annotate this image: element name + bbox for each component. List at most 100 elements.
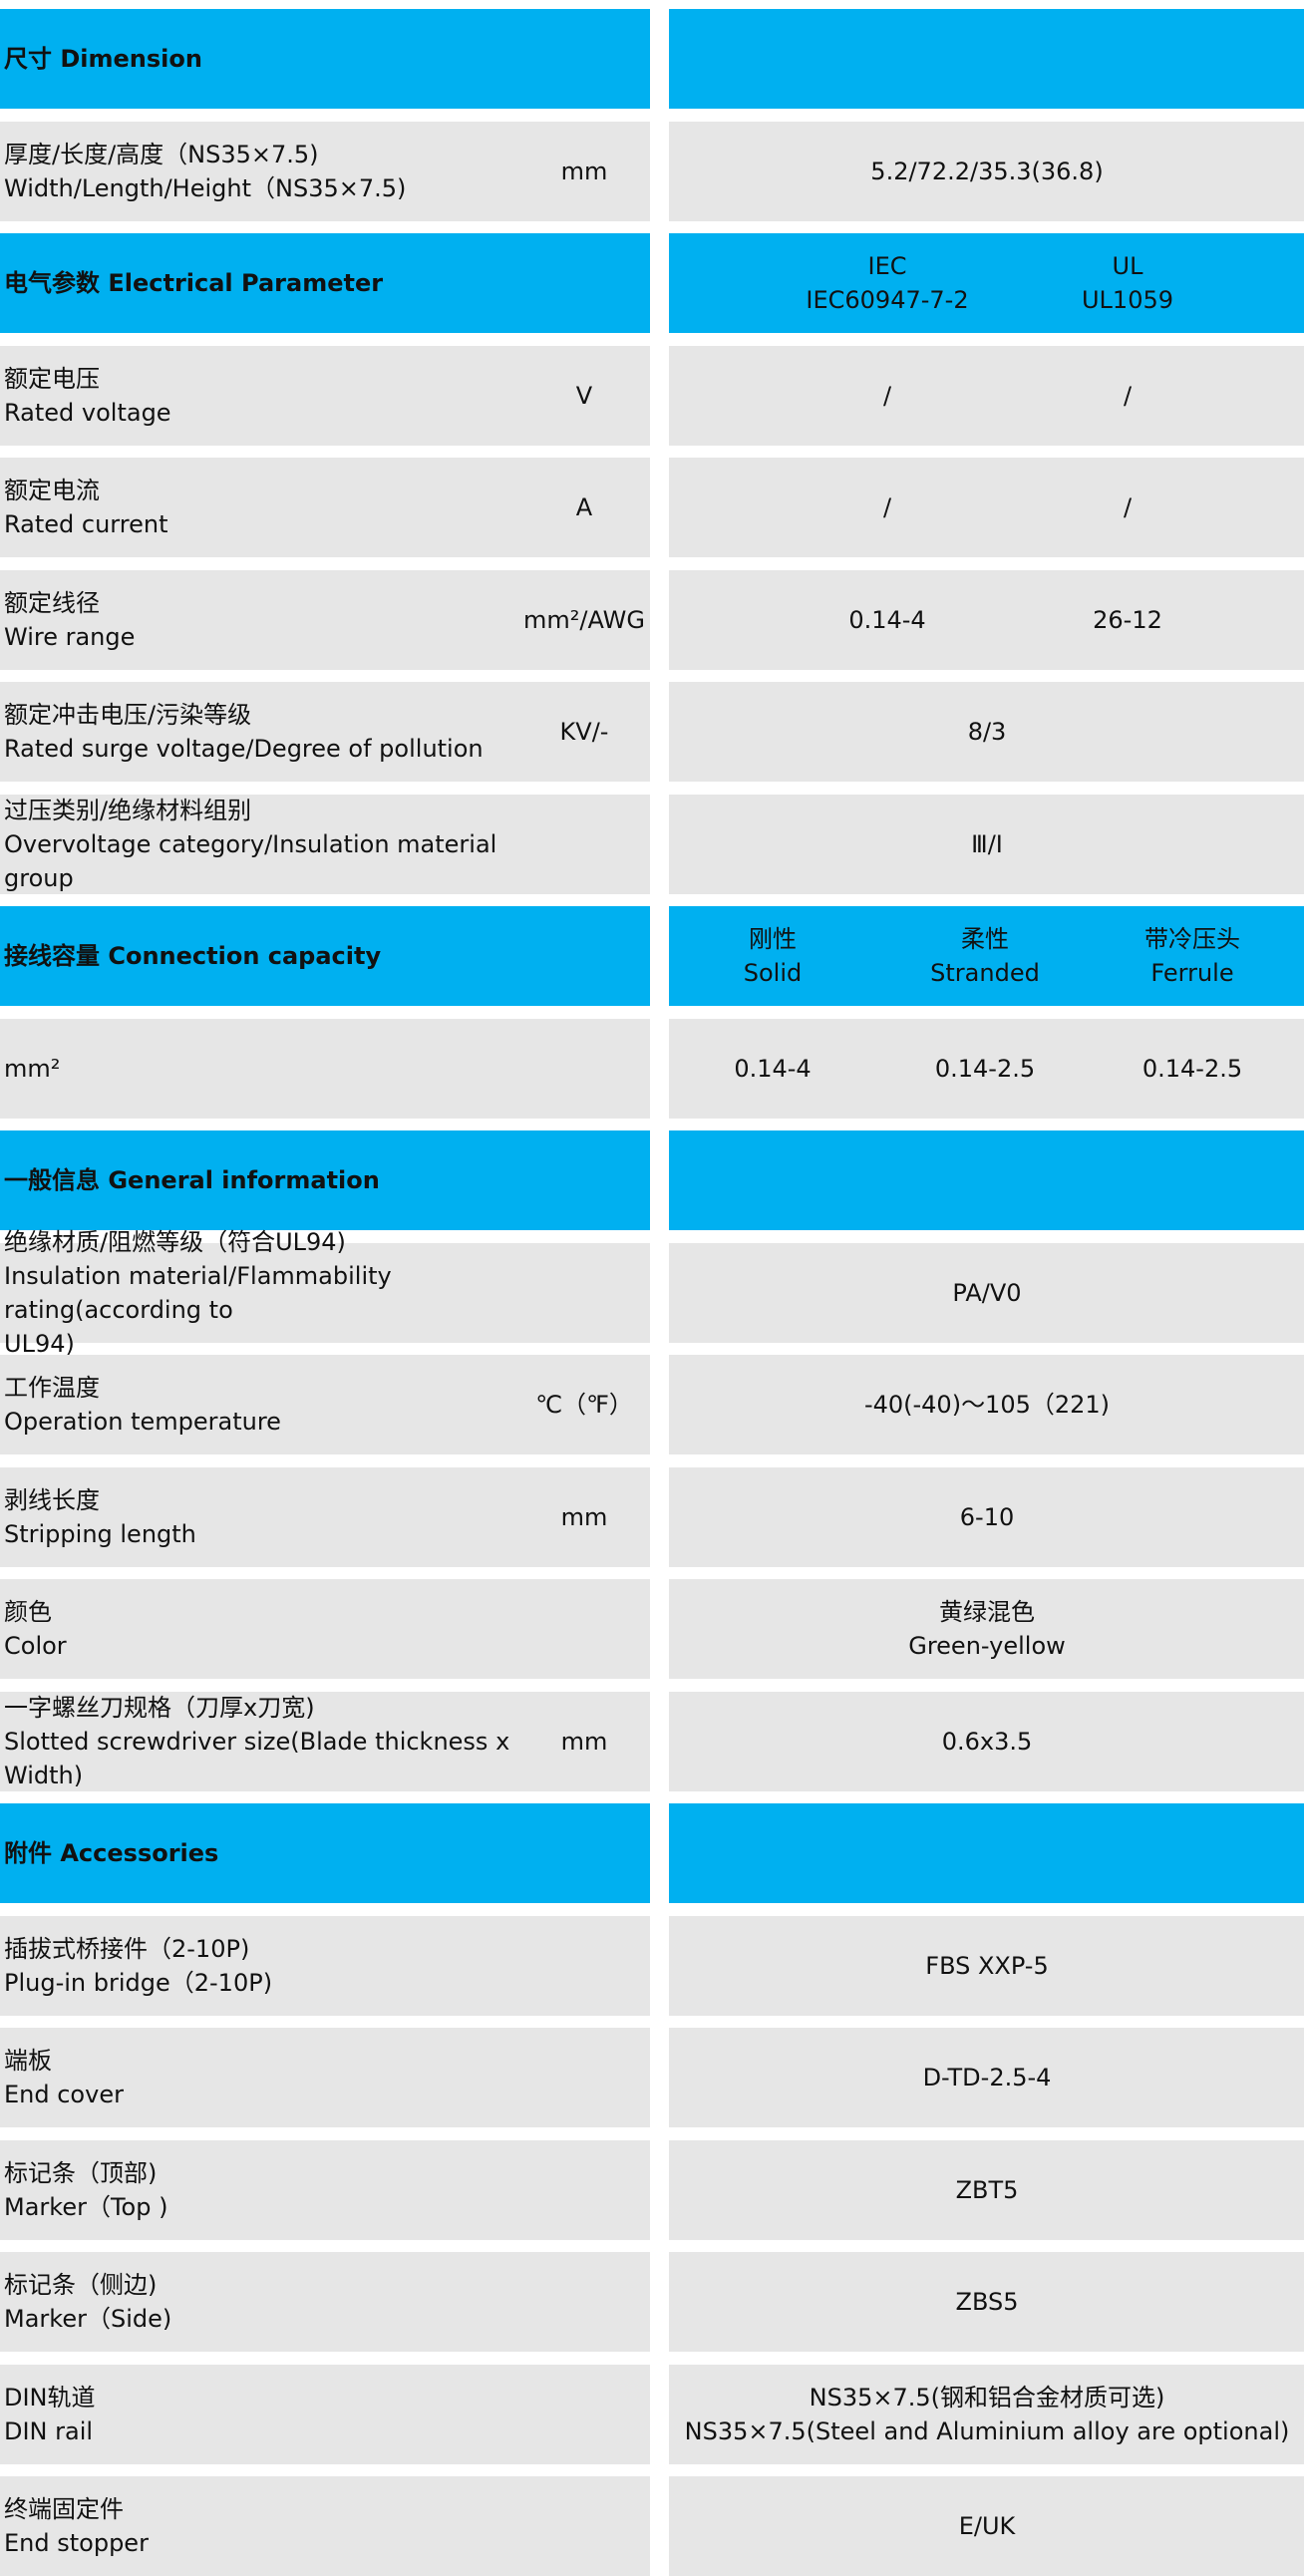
spec-value: FBS XXP-5 [688, 1916, 1286, 2016]
value-line: E/UK [958, 2512, 1016, 2540]
label-line: Width/Length/Height（NS35×7.5) [4, 173, 407, 202]
spec-value: 5.2/72.2/35.3(36.8) [688, 122, 1286, 221]
label-panel: mm² [0, 1018, 650, 1119]
spec-label: 过压类别/绝缘材料组别 Overvoltage category/Insulati… [4, 795, 562, 894]
label-line: 过压类别/绝缘材料组别 [4, 796, 252, 824]
spec-row: 绝缘材质/阻燃等级（符合UL94) Insulation material/Fla… [0, 1228, 1304, 1358]
value-line: D-TD-2.5-4 [922, 2064, 1052, 2092]
label-line: 一字螺丝刀规格（刀厚x刀宽) [4, 1693, 315, 1722]
label-line: Width) [4, 1761, 84, 1789]
value-panel [669, 121, 1304, 221]
spec-label: 标记条（侧边) Marker（Side) [4, 2252, 562, 2352]
spec-label: 额定电压 Rated voltage [4, 346, 562, 446]
label-panel: 终端固定件 End stopper [0, 2476, 650, 2576]
spec-value: ZBT5 [688, 2140, 1286, 2240]
spec-value: 0.14-2.5 [893, 1019, 1304, 1119]
spec-value: D-TD-2.5-4 [688, 2028, 1286, 2127]
value-panel [669, 1355, 1304, 1454]
spec-value: 带冷压头 Ferrule [893, 906, 1304, 1006]
spec-label: 终端固定件 End stopper [4, 2476, 562, 2576]
value-panel [669, 2028, 1304, 2127]
label-line: 额定冲击电压/污染等级 [4, 701, 252, 729]
value-line: 8/3 [967, 718, 1007, 746]
label-line: 接线容量 Connection capacity [4, 942, 382, 970]
spec-value: 柔性 Stranded [686, 906, 1284, 1006]
value-line: 0.14-4 [734, 1054, 812, 1083]
spec-row: 终端固定件 End stopper E/UK [0, 2476, 1304, 2576]
value-line: 26-12 [1093, 605, 1162, 634]
spec-row: 额定电压 Rated voltage V / / [0, 345, 1304, 446]
label-line: Color [4, 1632, 67, 1660]
label-line: Wire range [4, 622, 136, 651]
section-header: 附件 Accessories [0, 1803, 1304, 1903]
label-panel: 插拔式桥接件（2-10P) Plug-in bridge（2-10P) [0, 1915, 650, 2016]
spec-value: / [828, 346, 1304, 446]
value-line: / [882, 493, 892, 521]
value-line: 刚性 [749, 925, 797, 953]
spec-value: / [588, 458, 1186, 557]
spec-value: NS35×7.5(钢和铝合金材质可选) NS35×7.5(Steel and Al… [685, 2365, 1290, 2464]
value-line: Green-yellow [908, 1632, 1066, 1660]
value-line: 带冷压头 [1144, 925, 1240, 953]
value-line: IEC60947-7-2 [806, 286, 969, 314]
spec-row: 标记条（顶部) Marker（Top ) ZBT5 [0, 2139, 1304, 2240]
label-line: Marker（Top ) [4, 2192, 168, 2221]
spec-value: Ⅲ/Ⅰ [688, 795, 1286, 894]
value-line: ZBS5 [955, 2288, 1019, 2316]
label-panel: 电气参数 Electrical Parameter [0, 233, 650, 333]
value-line: IEC [867, 252, 907, 280]
label-panel: 颜色 Color [0, 1579, 650, 1679]
label-panel: 标记条（侧边) Marker（Side) [0, 2252, 650, 2352]
value-line: 0.6x3.5 [941, 1727, 1033, 1756]
value-panel [669, 1130, 1304, 1230]
spec-value: 6-10 [688, 1467, 1286, 1567]
label-panel: 过压类别/绝缘材料组别 Overvoltage category/Insulati… [0, 794, 650, 894]
value-line: 0.14-2.5 [1141, 1054, 1243, 1083]
spec-label: 额定冲击电压/污染等级 Rated surge voltage/Degree of… [4, 682, 562, 782]
spec-value: E/UK [688, 2476, 1286, 2576]
spec-row: 一字螺丝刀规格（刀厚x刀宽) Slotted screwdriver size(B… [0, 1691, 1304, 1791]
spec-value: 0.14-4 [474, 1019, 1072, 1119]
value-line: UL [1112, 252, 1143, 280]
value-panel [669, 345, 1304, 446]
section-header: 接线容量 Connection capacity 刚性 Solid 柔性 Strande… [0, 906, 1304, 1006]
value-line: Ferrule [1150, 959, 1234, 987]
value-line: Ⅲ/Ⅰ [971, 829, 1003, 858]
value-line: NS35×7.5(Steel and Aluminium alloy are o… [684, 2416, 1290, 2445]
spec-value: / [828, 458, 1304, 557]
label-line: Stripping length [4, 1519, 196, 1548]
label-line: 尺寸 Dimension [4, 45, 202, 73]
spec-label: mm² [4, 1019, 562, 1119]
label-panel: 工作温度 Operation temperature ℃（℉） [0, 1355, 650, 1454]
label-line: 额定线径 [4, 588, 100, 617]
label-line: 插拔式桥接件（2-10P) [4, 1934, 250, 1963]
label-line: 附件 Accessories [4, 1839, 219, 1867]
spec-value: 刚性 Solid [474, 906, 1072, 1006]
value-panel [669, 682, 1304, 782]
spec-unit: mm [560, 1727, 608, 1756]
spec-row: 过压类别/绝缘材料组别 Overvoltage category/Insulati… [0, 794, 1304, 894]
value-panel [669, 794, 1304, 894]
label-panel: 接线容量 Connection capacity [0, 906, 650, 1006]
label-line: Plug-in bridge（2-10P) [4, 1968, 273, 1997]
value-line: / [1123, 381, 1133, 410]
spec-value: 0.6x3.5 [688, 1692, 1286, 1791]
section-title: 接线容量 Connection capacity [4, 906, 562, 1006]
value-line: / [1123, 493, 1133, 521]
value-line: FBS XXP-5 [925, 1951, 1049, 1980]
label-panel: 绝缘材质/阻燃等级（符合UL94) Insulation material/Fla… [0, 1228, 650, 1358]
value-line: 柔性 [961, 925, 1009, 953]
label-line: 标记条（侧边) [4, 2271, 158, 2299]
value-panel [669, 2476, 1304, 2576]
label-line: Rated voltage [4, 398, 171, 427]
spec-unit: ℃（℉） [535, 1391, 633, 1419]
section-header: 一般信息 General information [0, 1130, 1304, 1230]
label-line: mm² [4, 1054, 61, 1083]
spec-value: PA/V0 [688, 1243, 1286, 1343]
spec-label: 剥线长度 Stripping length [4, 1467, 562, 1567]
label-panel: 额定电流 Rated current A [0, 458, 650, 557]
spec-label: 工作温度 Operation temperature [4, 1355, 562, 1454]
section-header: 电气参数 Electrical Parameter IEC IEC60947-7-2… [0, 233, 1304, 333]
label-line: Insulation material/Flammability rating(… [4, 1261, 392, 1324]
spec-value: 0.14-4 [588, 570, 1186, 670]
